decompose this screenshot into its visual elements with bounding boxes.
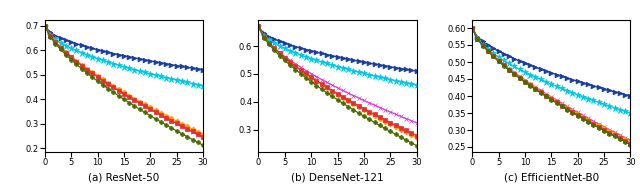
X-axis label: (c) EfficientNet-B0: (c) EfficientNet-B0 bbox=[504, 173, 599, 183]
X-axis label: (a) ResNet-50: (a) ResNet-50 bbox=[88, 173, 159, 183]
X-axis label: (b) DenseNet-121: (b) DenseNet-121 bbox=[291, 173, 384, 183]
